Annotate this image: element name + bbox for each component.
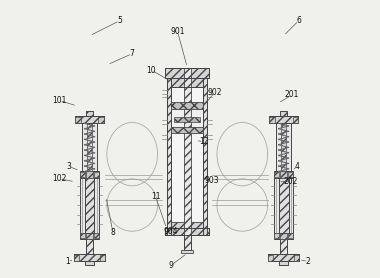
Bar xyxy=(86,262,94,265)
Bar xyxy=(94,172,99,177)
Bar xyxy=(203,78,207,235)
Text: 101: 101 xyxy=(52,96,66,105)
Bar xyxy=(276,123,291,172)
Bar xyxy=(165,228,209,235)
Bar xyxy=(94,233,99,238)
Bar xyxy=(288,233,293,238)
Bar xyxy=(171,78,203,87)
Text: 202: 202 xyxy=(283,177,298,186)
Bar xyxy=(274,172,279,177)
Bar xyxy=(280,111,287,116)
Text: 904: 904 xyxy=(163,227,178,236)
Bar xyxy=(74,254,105,262)
Bar xyxy=(100,255,105,261)
Bar xyxy=(294,255,299,261)
Text: 7: 7 xyxy=(130,49,135,58)
Bar xyxy=(85,178,95,233)
Bar xyxy=(269,116,298,123)
Bar xyxy=(184,68,191,250)
Bar xyxy=(165,228,209,235)
Bar xyxy=(269,117,275,123)
Bar xyxy=(281,123,286,172)
Bar xyxy=(86,111,93,116)
Text: 4: 4 xyxy=(295,162,300,171)
Bar xyxy=(82,123,97,172)
Bar xyxy=(74,255,79,261)
Bar xyxy=(269,116,298,123)
Bar xyxy=(171,78,203,235)
Bar xyxy=(165,68,209,78)
Bar xyxy=(80,172,99,178)
Bar xyxy=(80,172,85,177)
Bar xyxy=(98,117,104,123)
Text: 201: 201 xyxy=(285,90,299,100)
Bar xyxy=(288,172,293,177)
Bar xyxy=(268,255,273,261)
Bar xyxy=(75,117,81,123)
Bar xyxy=(165,68,209,78)
Text: 903: 903 xyxy=(205,176,219,185)
Bar xyxy=(87,123,92,172)
Text: 3: 3 xyxy=(66,162,71,171)
Bar xyxy=(168,78,171,235)
Text: 902: 902 xyxy=(207,88,222,97)
Bar xyxy=(280,239,287,254)
Bar xyxy=(171,109,203,126)
Bar xyxy=(274,233,279,238)
Bar xyxy=(268,254,299,262)
Bar xyxy=(279,178,288,233)
Bar xyxy=(86,233,93,239)
Bar xyxy=(274,178,293,233)
Text: 11: 11 xyxy=(151,192,160,201)
Text: 5: 5 xyxy=(117,16,122,25)
Bar xyxy=(280,172,287,178)
Text: 102: 102 xyxy=(52,174,66,183)
Bar xyxy=(181,250,193,253)
Bar xyxy=(86,239,93,254)
Text: 8: 8 xyxy=(111,228,115,237)
Bar xyxy=(74,254,105,262)
Text: 2: 2 xyxy=(306,257,311,266)
Bar xyxy=(171,126,203,133)
Bar xyxy=(184,235,191,250)
Text: 6: 6 xyxy=(296,16,301,25)
Text: 901: 901 xyxy=(170,27,185,36)
Bar xyxy=(280,233,287,239)
Bar xyxy=(171,78,203,87)
Bar xyxy=(279,262,288,265)
Bar xyxy=(171,102,203,109)
Bar xyxy=(75,116,104,123)
Text: 9: 9 xyxy=(168,261,173,270)
Text: 12: 12 xyxy=(199,137,209,146)
Bar xyxy=(274,233,293,239)
Text: 1: 1 xyxy=(65,257,70,266)
Bar xyxy=(80,233,99,239)
Bar xyxy=(80,178,99,233)
Bar xyxy=(274,172,293,178)
Bar xyxy=(174,117,200,122)
Bar xyxy=(268,254,299,262)
Text: 10: 10 xyxy=(147,66,156,75)
Bar xyxy=(293,117,298,123)
Bar xyxy=(86,172,93,178)
Bar xyxy=(171,222,203,228)
Bar xyxy=(80,233,85,238)
Bar xyxy=(75,116,104,123)
